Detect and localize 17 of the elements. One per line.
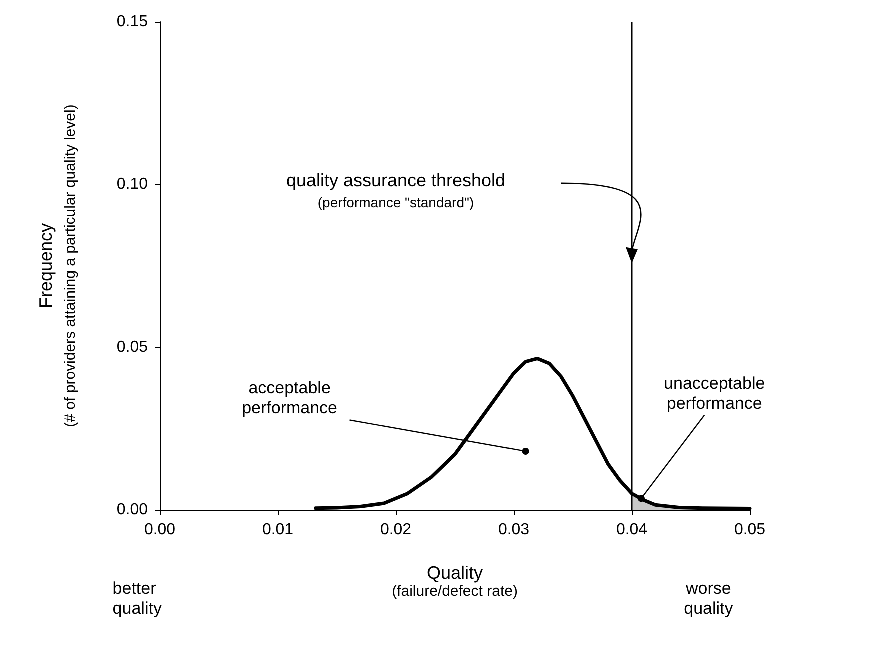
annotation: unacceptable performance	[664, 374, 766, 413]
y-tick-label: 0.00	[116, 502, 148, 518]
annotation: quality assurance threshold (performance "standard")	[286, 170, 506, 210]
x-tick-label: 0.03	[498, 522, 530, 538]
x-tick-label: 0.01	[262, 522, 294, 538]
x-tick-label: 0.02	[380, 522, 412, 538]
text: better quality	[112, 578, 162, 618]
y-tick-label: 0.15	[116, 14, 148, 30]
text: worse quality	[684, 578, 734, 618]
y-tick-label: 0.10	[116, 176, 148, 194]
annotation: acceptable performance	[242, 378, 338, 418]
y-tick-label: 0.05	[116, 338, 148, 356]
x-tick-label: 0.04	[616, 522, 648, 538]
x-tick-label: 0.00	[144, 522, 176, 538]
x-tick-label: 0.05	[734, 522, 766, 538]
x-axis-title: Quality (failure/defect rate)	[392, 563, 518, 600]
y-axis-title: Frequency (# of providers attaining a particular quality level)	[36, 104, 79, 428]
